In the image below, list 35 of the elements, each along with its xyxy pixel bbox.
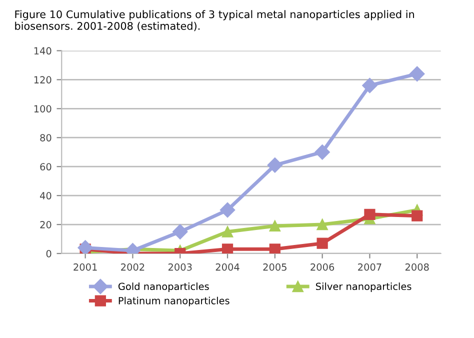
y-tick-label: 60	[40, 163, 52, 170]
legend-label: Silver nanoparticles	[316, 282, 412, 292]
point	[222, 244, 234, 254]
x-tick-label: 2007	[358, 263, 382, 271]
x-tick-label: 2001	[74, 263, 97, 271]
point	[412, 210, 423, 222]
point	[410, 66, 425, 82]
point	[269, 220, 280, 232]
point	[316, 238, 328, 249]
point	[267, 158, 282, 173]
y-tick-label: 20	[40, 221, 52, 228]
x-tick-label: 2006	[310, 263, 334, 271]
point	[316, 218, 328, 230]
point	[172, 224, 188, 240]
point	[314, 144, 330, 160]
x-tick-label: 2008	[405, 263, 429, 271]
x-tick-label: 2003	[168, 263, 192, 271]
y-tick-label: 80	[40, 134, 52, 142]
y-tick-label: 100	[34, 105, 52, 112]
x-tick-label: 2005	[263, 263, 286, 271]
chart-title: Figure 10 Cumulative publications of 3 typical metal nanoparticles applied in biosensors. 2001-2008 (estimated).	[15, 10, 414, 32]
x-tick-label: 2004	[216, 263, 240, 271]
point	[220, 202, 236, 218]
y-tick-label: 140	[34, 47, 52, 55]
point	[222, 226, 234, 238]
y-tick-label: 120	[34, 76, 52, 84]
x-tick-label: 2002	[121, 263, 144, 271]
point	[362, 78, 378, 94]
point	[269, 244, 280, 254]
legend-label: Gold nanoparticles	[118, 282, 209, 292]
y-tick-label: 40	[40, 192, 52, 200]
point	[78, 240, 93, 254]
y-tick-label: 0	[46, 250, 52, 258]
point	[364, 208, 376, 220]
legend-label: Platinum nanoparticles	[118, 296, 230, 306]
